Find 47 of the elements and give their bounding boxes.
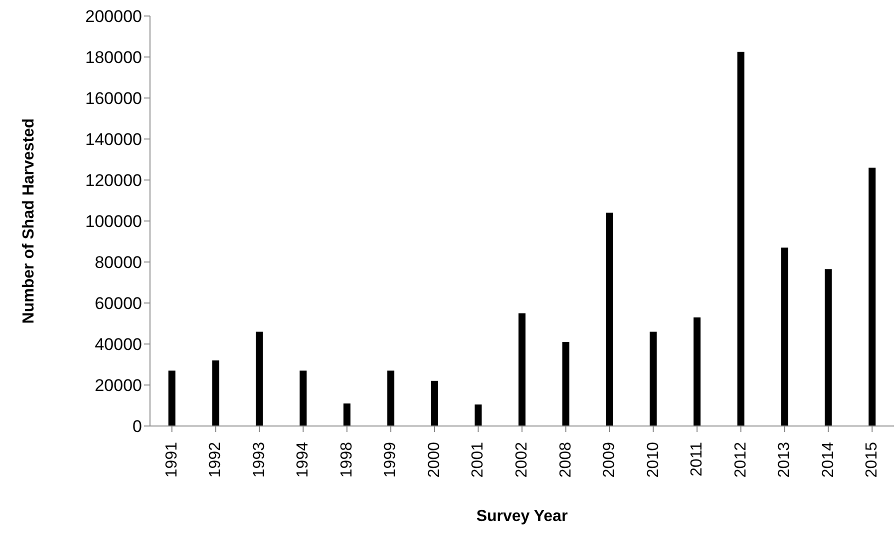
bar	[212, 360, 220, 426]
x-tick-label: 1999	[382, 442, 400, 478]
x-tick-label: 2013	[776, 442, 794, 478]
y-tick-label: 120000	[85, 171, 142, 190]
y-axis-title: Number of Shad Harvested	[20, 118, 38, 324]
x-axis-title: Survey Year	[476, 508, 568, 525]
x-tick-label: 2001	[470, 442, 487, 478]
y-tick-label: 180000	[85, 48, 142, 68]
bar	[518, 313, 526, 426]
y-tick-label: 40000	[94, 335, 142, 354]
x-tick-label: 2011	[688, 442, 706, 476]
x-tick-label: 2014	[820, 442, 837, 478]
bar	[868, 168, 876, 426]
x-tick-label: 2000	[426, 442, 443, 478]
bar	[168, 370, 176, 426]
bar	[430, 380, 438, 426]
bar	[474, 404, 482, 426]
bar	[694, 317, 701, 426]
x-tick-label: 2012	[732, 442, 750, 478]
x-tick-label: 1992	[207, 442, 224, 478]
x-tick-label: 2015	[864, 442, 881, 478]
x-tick-label: 1993	[250, 442, 268, 478]
bar	[781, 248, 788, 426]
x-tick-label: 1998	[338, 442, 356, 478]
x-tick-label: 2002	[514, 442, 530, 478]
y-tick-label: 140000	[85, 130, 142, 150]
bar	[606, 212, 614, 426]
bar	[562, 342, 570, 426]
bar	[650, 332, 657, 426]
bar	[256, 332, 263, 426]
x-tick-label: 1994	[294, 442, 312, 478]
y-tick-label: 0	[132, 417, 142, 436]
y-tick-label: 80000	[94, 253, 142, 272]
x-tick-label: 2009	[601, 442, 618, 478]
x-tick-label: 2010	[644, 442, 662, 478]
y-tick-label: 200000	[85, 7, 142, 26]
y-tick-label: 100000	[85, 212, 142, 232]
bar	[824, 269, 832, 426]
x-tick-label: 2008	[557, 442, 574, 478]
bar	[737, 52, 744, 426]
y-tick-label: 160000	[85, 89, 142, 108]
y-tick-label: 20000	[94, 376, 142, 396]
y-tick-label: 60000	[94, 294, 142, 314]
x-tick-label: 1991	[163, 442, 180, 478]
bar	[387, 370, 394, 426]
bar	[343, 403, 350, 426]
bar	[300, 370, 307, 426]
